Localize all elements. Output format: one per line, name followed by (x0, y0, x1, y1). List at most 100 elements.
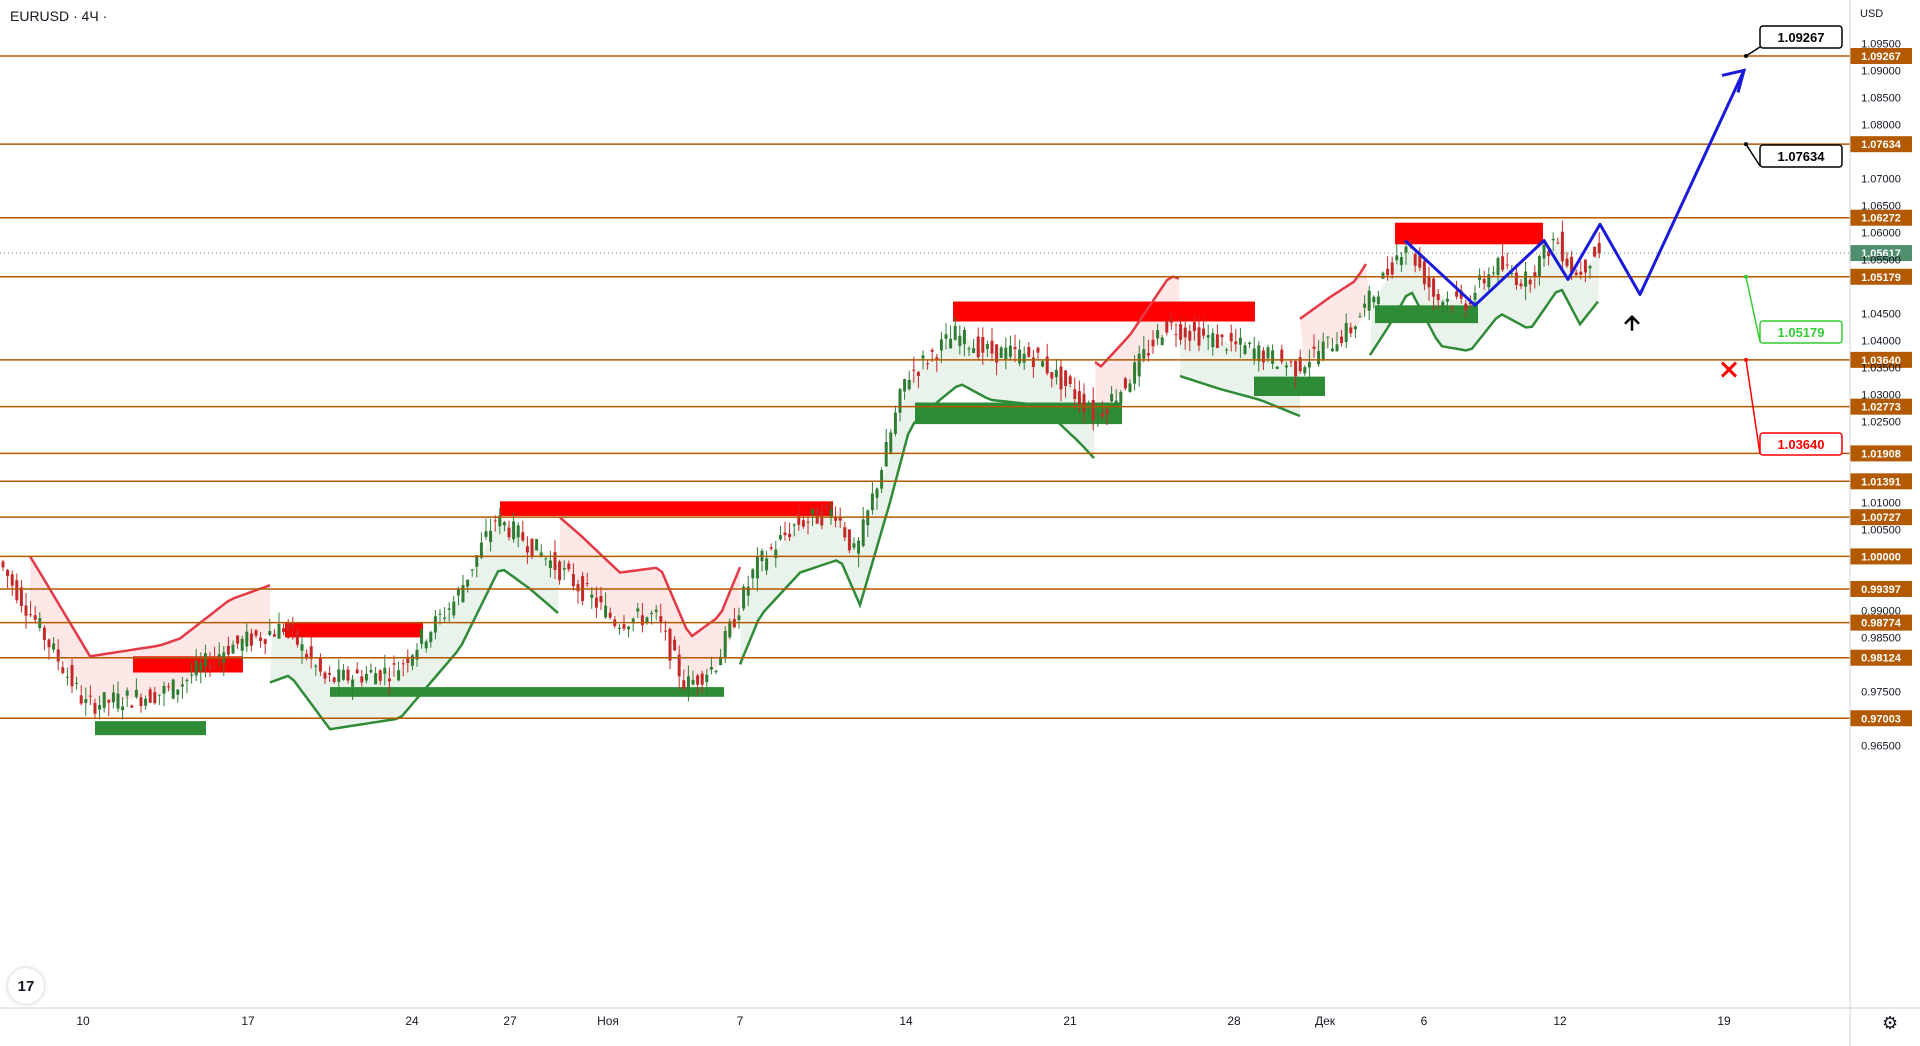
candle-body (990, 340, 994, 354)
time-tick-label: 17 (241, 1014, 255, 1028)
candle-body (847, 529, 851, 551)
candle-body (1514, 272, 1518, 285)
candle-body (337, 669, 341, 682)
candle-body (1234, 341, 1238, 345)
candle-body (6, 570, 10, 577)
candle-body (1570, 256, 1574, 274)
candle-body (1045, 356, 1049, 374)
candle-body (355, 669, 359, 674)
candle-body (1533, 272, 1537, 278)
forecast-path (1403, 69, 1746, 307)
candle-body (130, 705, 134, 708)
time-tick-label: Ноя (597, 1014, 619, 1028)
candle-body (291, 622, 295, 627)
candle-body (1422, 261, 1426, 285)
candle-body (52, 643, 56, 650)
bearish-fill (30, 556, 270, 705)
candle-body (65, 676, 69, 678)
candle-body (1574, 272, 1578, 276)
candle-body (686, 676, 690, 691)
time-tick-label: 27 (503, 1014, 517, 1028)
gear-icon[interactable]: ⚙ (1882, 1013, 1899, 1033)
supply-zone (133, 656, 243, 673)
candle-body (1367, 290, 1371, 311)
candle-body (1018, 349, 1022, 364)
candle-body (843, 527, 847, 538)
candle-body (10, 574, 14, 586)
candle-body (590, 594, 594, 598)
candle-body (300, 644, 304, 651)
current-price-label: 1.05617 (1861, 248, 1901, 260)
forecast-arrowhead (1721, 68, 1747, 93)
candle-body (815, 508, 819, 524)
candle-body (1303, 367, 1307, 374)
callout-pointer (1745, 46, 1761, 57)
candle-body (282, 628, 286, 632)
candle-body (981, 337, 985, 353)
candle-body (443, 617, 447, 619)
candle-body (245, 631, 249, 647)
candle-body (148, 689, 152, 703)
callout-box (1759, 432, 1843, 456)
candle-body (295, 630, 299, 645)
bullish-trailing-line (1179, 374, 1301, 418)
candle-body (507, 527, 511, 538)
candle-body (240, 638, 244, 651)
candle-body (1008, 345, 1012, 357)
candle-body (645, 617, 649, 623)
candle-body (1252, 348, 1256, 359)
price-tick-label: 1.00500 (1861, 524, 1901, 536)
tradingview-logo: 17 (8, 968, 44, 1004)
candle-body (553, 552, 557, 570)
candle-body (1496, 258, 1500, 275)
candle-body (1022, 353, 1026, 363)
candle-body (461, 585, 465, 603)
callout-box (1759, 25, 1843, 49)
candle-body (1077, 391, 1081, 405)
candle-body (1197, 327, 1201, 346)
candle-body (1312, 346, 1316, 349)
candle-body (1487, 274, 1491, 288)
currency-selector[interactable]: USD (1860, 8, 1884, 20)
candle-body (1202, 328, 1206, 336)
candle-body (751, 569, 755, 579)
candle-body (1179, 324, 1183, 340)
price-tick-label: 1.04000 (1861, 335, 1901, 347)
candle-body (475, 555, 479, 567)
candle-body (659, 616, 663, 624)
candle-body (1583, 259, 1587, 273)
candle-body (838, 516, 842, 521)
candle-body (521, 532, 525, 541)
candle-body (1358, 316, 1362, 318)
level-price-tag (1850, 398, 1912, 415)
candle-body (452, 601, 456, 616)
candle-body (1280, 349, 1284, 362)
candle-body (305, 653, 309, 659)
candle-body (263, 639, 267, 645)
candle-body (144, 698, 148, 706)
candle-body (1146, 353, 1150, 356)
callout-box (1759, 144, 1843, 168)
candle-body (1556, 242, 1560, 244)
time-tick-label: 12 (1553, 1014, 1567, 1028)
candle-body (530, 538, 534, 557)
candle-body (1027, 347, 1031, 357)
candle-body (663, 630, 667, 632)
candle-body (806, 521, 810, 523)
time-tick-label: 6 (1421, 1014, 1428, 1028)
candle-body (56, 649, 60, 662)
bullish-trailing-line (269, 568, 559, 731)
level-price-label: 1.01908 (1861, 448, 1901, 460)
candle-body (346, 669, 350, 681)
candle-body (1151, 339, 1155, 347)
candle-body (420, 629, 424, 644)
candle-body (1349, 327, 1353, 334)
candle-body (360, 676, 364, 683)
candle-body (116, 693, 120, 709)
candle-body (1340, 336, 1344, 343)
candle-body (1473, 292, 1477, 300)
candle-body (880, 470, 884, 489)
candle-body (548, 560, 552, 568)
